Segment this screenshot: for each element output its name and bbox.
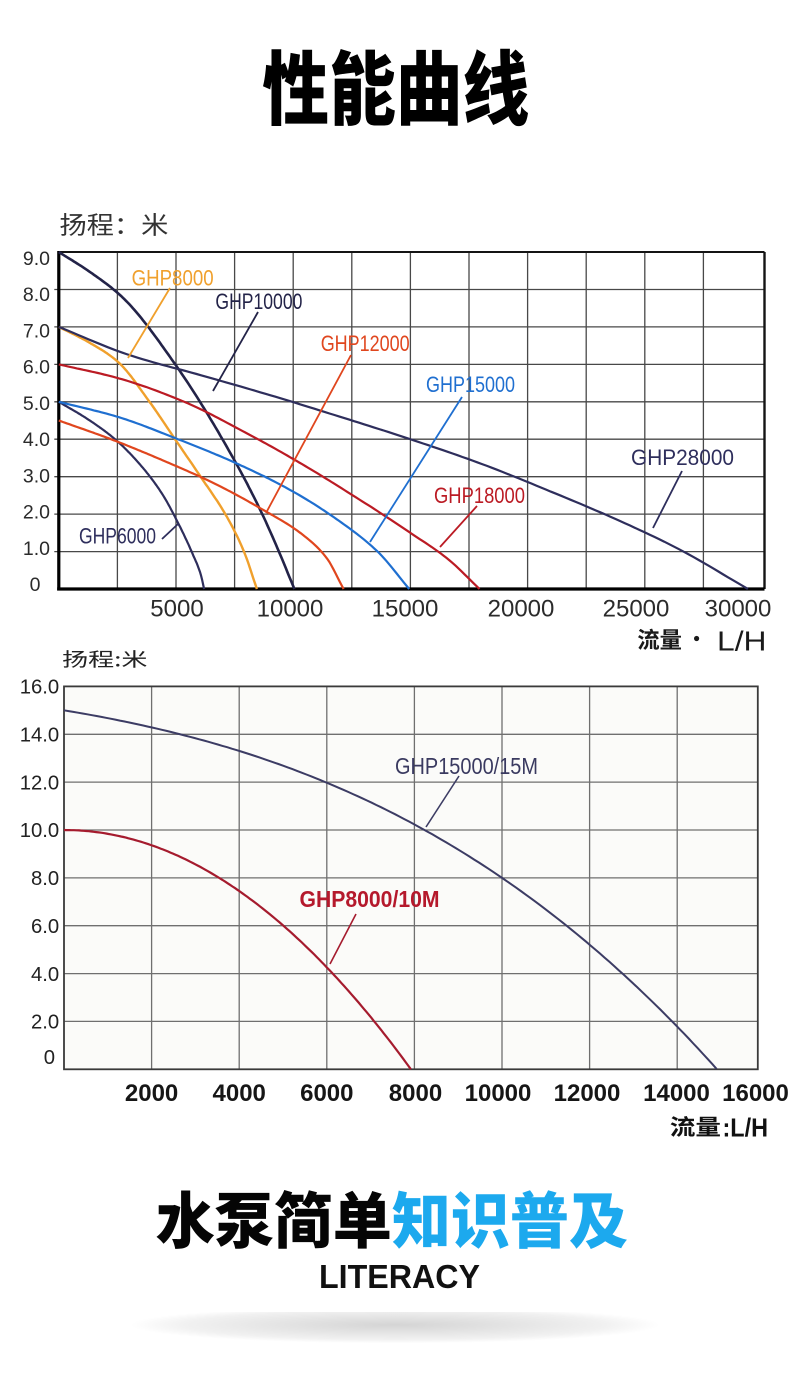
svg-text:GHP8000/10M: GHP8000/10M: [300, 886, 440, 912]
svg-text:6.0: 6.0: [31, 916, 59, 938]
svg-text:8000: 8000: [389, 1080, 442, 1107]
svg-text:6000: 6000: [300, 1080, 353, 1107]
svg-text:GHP18000: GHP18000: [434, 483, 525, 508]
svg-text:2.0: 2.0: [23, 502, 50, 524]
svg-text:LITERACY: LITERACY: [319, 1258, 480, 1295]
svg-text:16000: 16000: [722, 1080, 789, 1107]
svg-text:2.0: 2.0: [31, 1012, 59, 1034]
svg-text:14.0: 14.0: [20, 724, 59, 746]
svg-text:GHP8000: GHP8000: [132, 266, 214, 291]
svg-text:GHP28000: GHP28000: [631, 445, 734, 470]
svg-text:12.0: 12.0: [20, 772, 59, 794]
svg-text:1.0: 1.0: [23, 538, 50, 560]
svg-text:0: 0: [30, 574, 41, 596]
svg-text:15000: 15000: [372, 596, 439, 623]
svg-text:GHP15000/15M: GHP15000/15M: [395, 753, 538, 779]
svg-text:0: 0: [44, 1047, 55, 1069]
svg-text:4000: 4000: [213, 1080, 266, 1107]
svg-text:8.0: 8.0: [23, 284, 50, 306]
svg-text:12000: 12000: [554, 1080, 621, 1107]
svg-text:6.0: 6.0: [23, 357, 50, 379]
svg-text:4.0: 4.0: [31, 964, 59, 986]
svg-text:GHP10000: GHP10000: [215, 289, 302, 314]
svg-text:4.0: 4.0: [23, 429, 50, 451]
svg-text:L/H: L/H: [717, 626, 767, 657]
svg-text::L/H: :L/H: [723, 1113, 769, 1143]
svg-text:GHP12000: GHP12000: [321, 331, 410, 356]
svg-text:10000: 10000: [465, 1080, 532, 1107]
svg-text:5.0: 5.0: [23, 393, 50, 415]
svg-text:7.0: 7.0: [23, 320, 50, 342]
svg-text:3.0: 3.0: [23, 465, 50, 487]
svg-text:9.0: 9.0: [23, 248, 50, 270]
svg-text:30000: 30000: [705, 596, 772, 623]
svg-text:25000: 25000: [603, 596, 670, 623]
svg-text:GHP6000: GHP6000: [79, 524, 156, 549]
svg-text:20000: 20000: [488, 596, 555, 623]
svg-text:10000: 10000: [257, 596, 324, 623]
svg-text:5000: 5000: [150, 596, 203, 623]
svg-text:2000: 2000: [125, 1080, 178, 1107]
svg-text:GHP15000: GHP15000: [426, 372, 515, 397]
svg-text:10.0: 10.0: [20, 820, 59, 842]
svg-text:8.0: 8.0: [31, 868, 59, 890]
svg-text:14000: 14000: [643, 1080, 710, 1107]
svg-text:16.0: 16.0: [20, 677, 59, 699]
